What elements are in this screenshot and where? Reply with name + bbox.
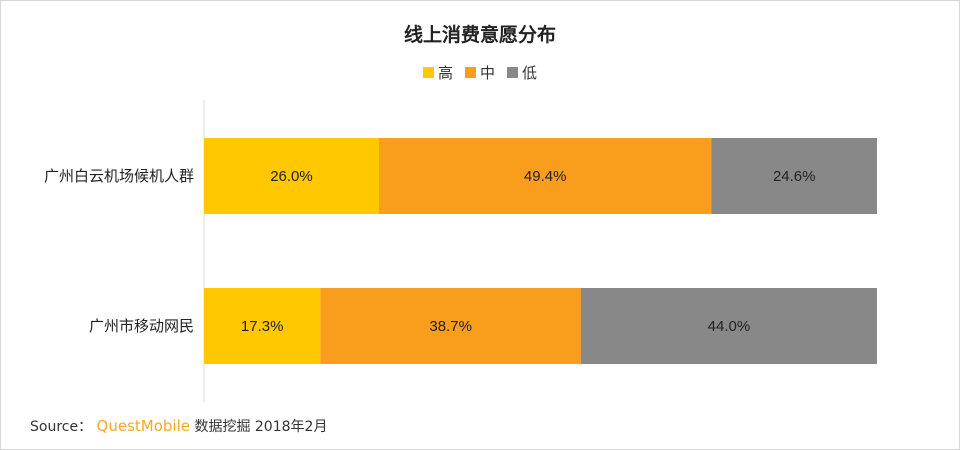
legend-label-high: 高 [437, 64, 453, 82]
data-label-mid-0: 49.4% [524, 168, 567, 185]
legend-item-high: 高 [422, 62, 453, 83]
category-label-1: 广州市移动网民 [89, 317, 194, 335]
legend-label-low: 低 [522, 64, 538, 82]
legend-label-mid: 中 [479, 64, 495, 82]
data-label-high-1: 17.3% [241, 318, 284, 335]
bar-high-0 [204, 138, 379, 214]
source-brand: QuestMobile [96, 417, 190, 435]
bar-mid-1 [320, 288, 581, 364]
data-label-mid-1: 38.7% [429, 318, 472, 335]
bar-low-1 [580, 288, 877, 364]
data-label-low-0: 24.6% [773, 168, 816, 185]
bar-mid-0 [378, 138, 712, 214]
legend: 高 中 低 [0, 62, 960, 83]
category-label-0: 广州白云机场候机人群 [44, 167, 194, 185]
legend-item-mid: 中 [464, 62, 495, 83]
bar-low-0 [711, 138, 877, 214]
legend-item-low: 低 [507, 62, 537, 83]
legend-swatch-high [422, 67, 434, 78]
bar-high-1 [204, 288, 321, 364]
chart-title: 线上消费意愿分布 [403, 24, 556, 46]
source-prefix: Source： [30, 419, 93, 435]
source-note: Source： QuestMobile 数据挖掘 2018年2月 [30, 416, 327, 436]
data-label-low-1: 44.0% [708, 318, 751, 335]
legend-swatch-low [507, 67, 518, 78]
source-suffix: 数据挖掘 2018年2月 [194, 419, 328, 435]
data-label-high-0: 26.0% [270, 168, 313, 185]
legend-swatch-mid [464, 67, 476, 78]
